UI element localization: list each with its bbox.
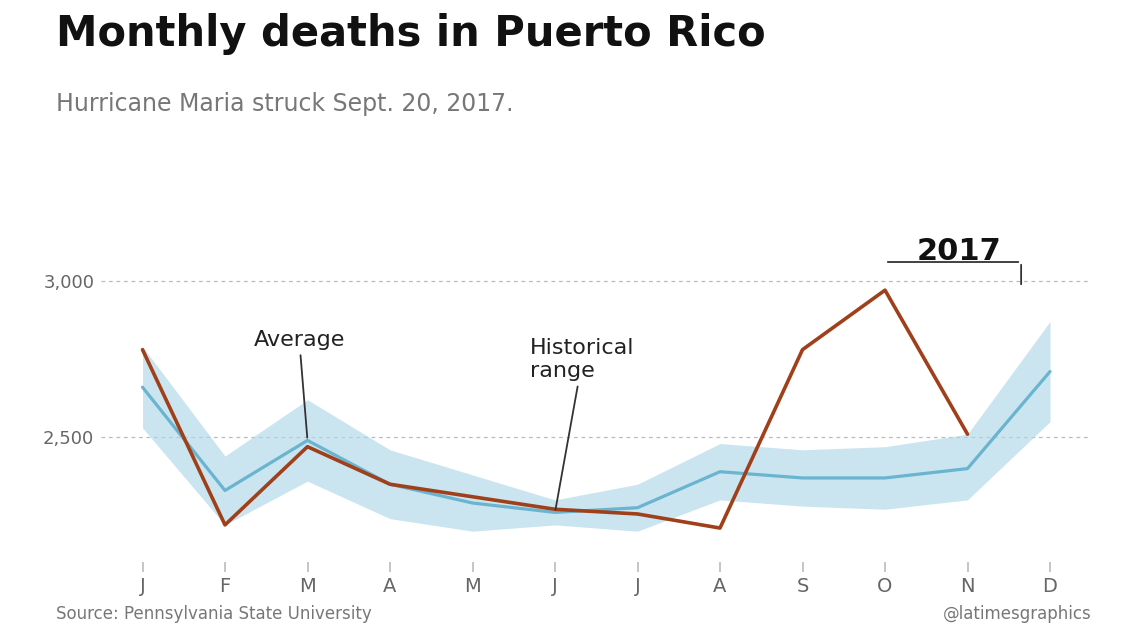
Text: Hurricane Maria struck Sept. 20, 2017.: Hurricane Maria struck Sept. 20, 2017. — [56, 92, 514, 116]
Text: Source: Pennsylvania State University: Source: Pennsylvania State University — [56, 605, 372, 623]
Text: Historical
range: Historical range — [530, 337, 634, 509]
Text: Monthly deaths in Puerto Rico: Monthly deaths in Puerto Rico — [56, 13, 766, 54]
Text: Average: Average — [253, 330, 345, 437]
Text: 2017: 2017 — [917, 236, 1001, 265]
Text: @latimesgraphics: @latimesgraphics — [943, 605, 1091, 623]
